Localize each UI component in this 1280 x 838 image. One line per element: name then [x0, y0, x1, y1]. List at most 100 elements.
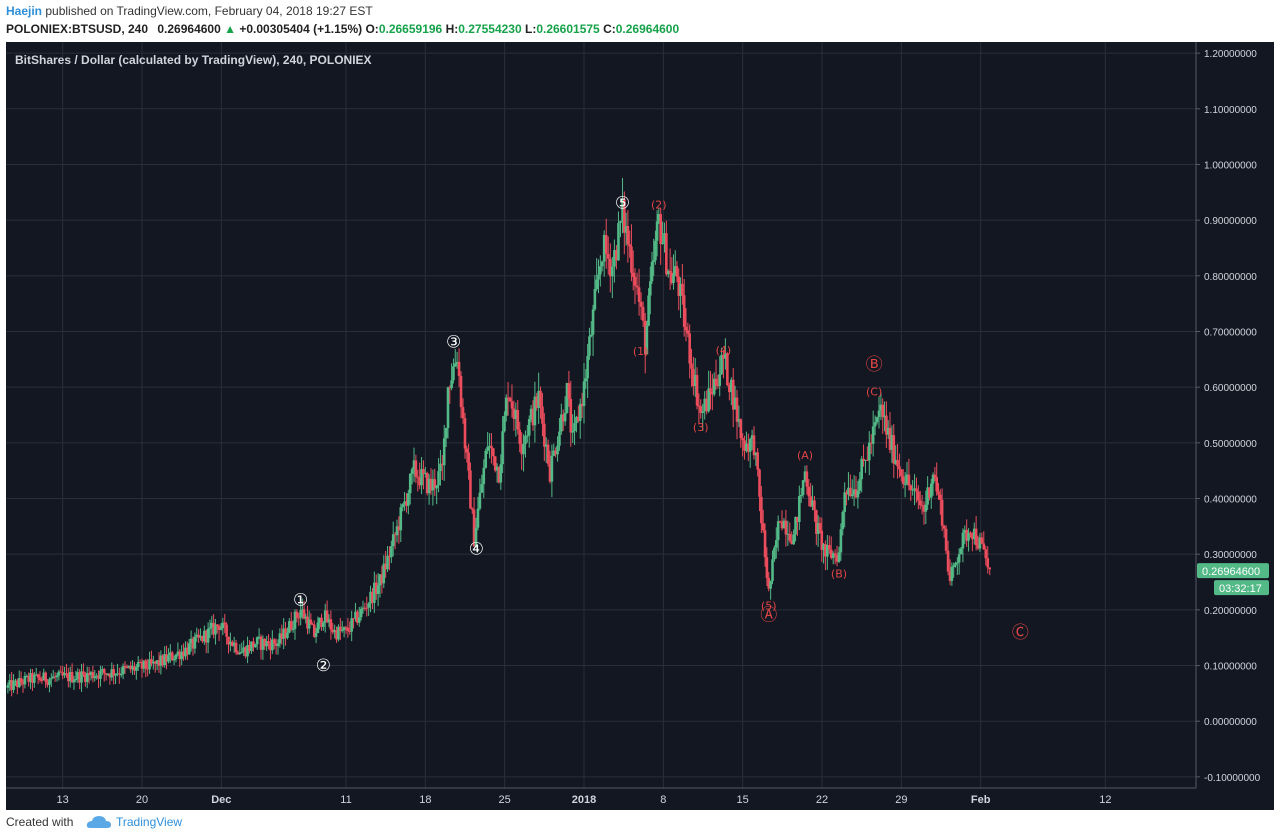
candle-body — [116, 673, 119, 675]
candle-body — [948, 571, 952, 581]
candle-body — [763, 530, 767, 558]
candle-body — [376, 585, 380, 595]
candle-body — [942, 525, 946, 529]
open-value: 0.26659196 — [378, 22, 443, 36]
last-price: 0.26964600 — [157, 22, 221, 36]
price-tick-label: 0.70000000 — [1204, 327, 1257, 338]
candle-body — [561, 414, 565, 422]
candle-body — [754, 452, 758, 456]
candle-body — [374, 582, 378, 595]
candle-body — [803, 471, 807, 481]
candle-body — [623, 199, 626, 233]
wave-label: (B) — [831, 568, 847, 581]
time-axis[interactable]: 13 20 Dec 11 18 25 2018 8 15 22 29 Feb 12 — [57, 794, 1112, 806]
candle-body — [965, 529, 968, 541]
candle-body — [148, 659, 151, 670]
candle-body — [670, 272, 674, 283]
wave-label: (5) — [761, 599, 777, 612]
price-axis[interactable]: 1.20000000 1.10000000 1.00000000 0.90000000… — [1196, 49, 1261, 784]
candle-body — [301, 609, 304, 611]
candle-body — [560, 414, 563, 432]
candle-body — [780, 521, 784, 529]
candle-body — [773, 547, 776, 560]
candle-body — [512, 408, 516, 420]
candle-body — [340, 630, 344, 632]
time-tick-label: 12 — [1099, 794, 1111, 806]
candle-body — [628, 244, 631, 247]
candle-body — [589, 334, 593, 337]
candle-body — [61, 672, 64, 676]
candle-body — [639, 301, 643, 307]
candle-body — [215, 624, 219, 627]
candle-body — [898, 466, 901, 470]
candle-body — [327, 619, 331, 623]
candle-body — [672, 274, 675, 283]
candle-body — [569, 398, 573, 433]
candle-body — [135, 667, 138, 671]
time-tick-label: 2018 — [572, 794, 596, 806]
candle-body — [769, 580, 772, 589]
candle-body — [369, 591, 372, 604]
candle-body — [320, 617, 323, 628]
candle-body — [593, 289, 597, 310]
candle-body — [896, 459, 899, 467]
candle-body — [174, 654, 178, 659]
candle-body — [322, 622, 325, 628]
candle-body — [792, 534, 795, 545]
candle-body — [972, 528, 976, 540]
candle-body — [427, 478, 431, 494]
candle-body — [395, 526, 399, 536]
candle-body — [17, 678, 21, 688]
candle-body — [866, 459, 869, 461]
wave-annotations: ① ② ③ ④ ⑤ (2) (1) (4) (3) (A) (5)Ⓐ (B) Ⓑ (C) Ⓒ — [293, 194, 1029, 677]
candle-body — [412, 460, 416, 470]
candle-body — [493, 456, 497, 471]
candle-body — [195, 634, 199, 637]
candle-body — [307, 619, 311, 629]
tradingview-link[interactable]: TradingView — [116, 815, 183, 829]
candle-body — [807, 486, 811, 497]
candle-body — [102, 669, 106, 674]
candle-body — [159, 655, 163, 666]
candle-body — [244, 647, 247, 657]
price-tick-label: 0.80000000 — [1204, 272, 1257, 283]
candle-body — [229, 641, 232, 645]
candle-body — [99, 670, 102, 679]
candle-body — [615, 250, 618, 261]
candle-body — [820, 530, 824, 550]
candle-body — [920, 505, 924, 507]
candle-body — [478, 492, 482, 509]
candle-body — [416, 476, 420, 478]
candle-body — [348, 630, 352, 632]
candle-body — [595, 279, 598, 290]
candle-body — [584, 378, 588, 382]
candle-body — [860, 458, 863, 480]
candle-body — [699, 406, 703, 413]
candle-body — [182, 651, 185, 657]
candle-body — [692, 368, 695, 387]
candle-body — [304, 616, 308, 619]
candle-body — [826, 545, 829, 557]
footer: Created with TradingView — [0, 810, 1280, 838]
price-chart[interactable]: ① ② ③ ④ ⑤ (2) (1) (4) (3) (A) (5)Ⓐ (B) Ⓑ (C) Ⓒ 1.20000… — [6, 42, 1274, 810]
candle-body — [918, 500, 922, 506]
candle-body — [312, 624, 316, 637]
candle-body — [818, 523, 822, 531]
candle-body — [796, 517, 799, 522]
candle-body — [679, 283, 682, 297]
candle-body — [815, 510, 818, 534]
candle-body — [730, 379, 733, 393]
candle-body — [119, 674, 123, 676]
candle-body — [556, 445, 559, 455]
candle-body — [659, 214, 662, 245]
chart-area[interactable]: ① ② ③ ④ ⑤ (2) (1) (4) (3) (A) (5) Ⓐ (B) Ⓑ (C) Ⓒ 1.20000… — [6, 42, 1274, 810]
candle-body — [414, 460, 418, 477]
candle-body — [490, 445, 493, 449]
candle-body — [184, 647, 187, 657]
candle-body — [673, 266, 677, 275]
author-link[interactable]: Haejin — [6, 4, 43, 18]
candle-body — [813, 500, 816, 511]
candle-body — [726, 353, 729, 386]
candle-body — [16, 680, 19, 688]
candle-body — [655, 221, 659, 241]
